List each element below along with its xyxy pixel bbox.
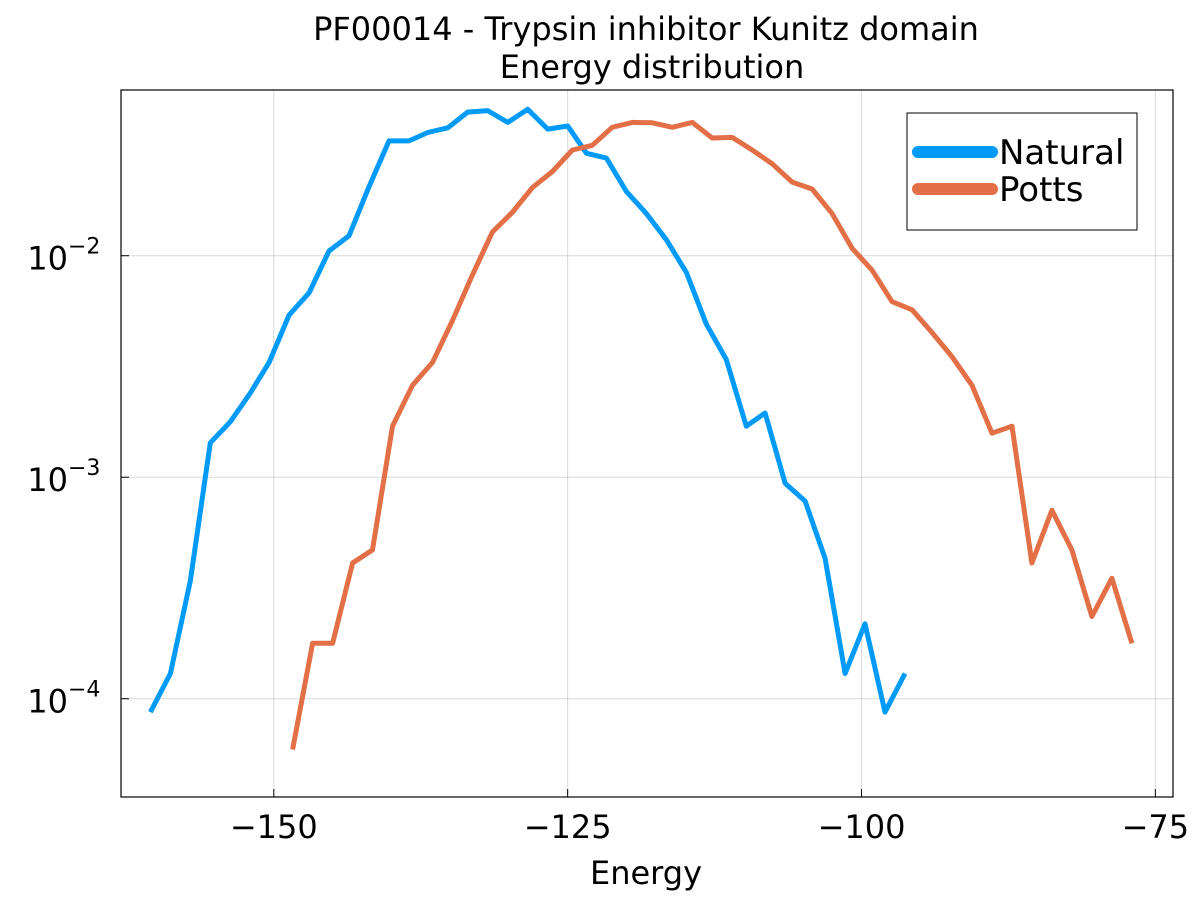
y-tick-base: 10: [27, 240, 68, 278]
chart-subtitle: Energy distribution: [500, 48, 805, 86]
x-tick-label: −100: [818, 808, 906, 846]
series-line-potts: [290, 119, 1135, 750]
legend-label-natural: Natural: [999, 133, 1124, 173]
x-tick-label: −125: [524, 808, 612, 846]
series-line-natural: [148, 106, 908, 715]
chart-title: PF00014 - Trypsin inhibitor Kunitz domai…: [313, 10, 979, 48]
y-tick-label: 10 −4: [27, 678, 100, 721]
x-tick-label: −75: [1122, 808, 1190, 846]
series-layer: [148, 106, 1135, 750]
y-tick-exponent: −2: [68, 235, 100, 260]
y-tick-base: 10: [27, 683, 68, 721]
plot-frame: [120, 89, 1174, 798]
legend-label-potts: Potts: [999, 170, 1083, 210]
legend: Natural Potts: [906, 112, 1138, 231]
y-tick-exponent: −4: [68, 678, 100, 703]
x-tick-label: −150: [230, 808, 318, 846]
legend-box: [906, 112, 1138, 231]
x-axis-label: Energy: [590, 854, 702, 892]
y-tick-base: 10: [27, 461, 68, 499]
y-tick-exponent: −3: [68, 456, 100, 481]
y-tick-label: 10 −3: [27, 456, 100, 499]
y-tick-label: 10 −2: [27, 235, 100, 278]
grid-lines: [121, 90, 1173, 797]
